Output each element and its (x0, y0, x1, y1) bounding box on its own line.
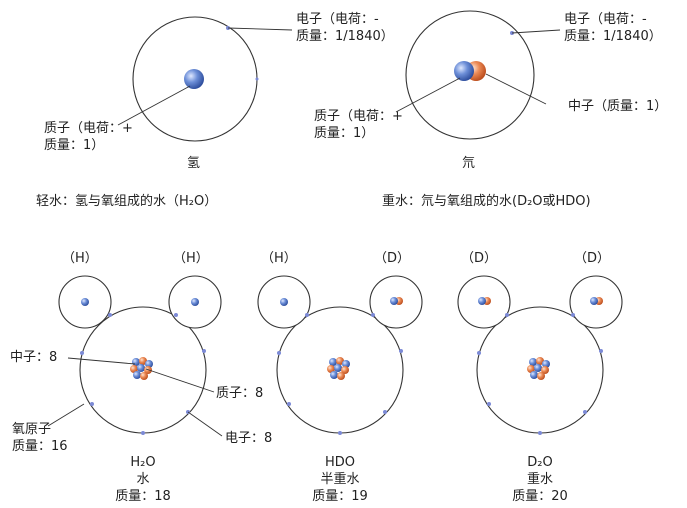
electron-pointer (187, 411, 223, 437)
left-proton (478, 297, 486, 305)
proton-charge-text: 质子（电荷：+ (44, 121, 133, 136)
oxygen-neutron-label: 中子：8 (10, 350, 58, 365)
deuterium-atom (395, 10, 561, 140)
molecule-mass: 质量：18 (115, 489, 171, 504)
electron (383, 410, 387, 414)
molecule-mass: 质量：20 (512, 489, 568, 504)
molecule-formula: HDO (324, 455, 356, 470)
electron (141, 431, 145, 435)
hydrogen-electron-label: 电子（电荷：- 质量：1/1840） (296, 11, 394, 45)
electron (108, 313, 112, 317)
deuterium-electron-pointer (511, 29, 561, 34)
electron (505, 313, 509, 317)
oxygen-nucleus (327, 357, 350, 380)
hydrogen-proton-label: 质子（电荷：+ 质量：1） (44, 120, 133, 154)
oxygen-atom-pointer (47, 403, 85, 427)
oxygen-atom-name: 氧原子 (12, 422, 52, 437)
electron (277, 351, 281, 355)
electron (287, 402, 291, 406)
molecule-1-right-atom-label: （H） (173, 251, 209, 266)
electron (90, 402, 94, 406)
molecule-3-caption: D₂O 重水 质量：20 (500, 454, 580, 505)
molecule-1-left-atom-label: （H） (62, 251, 98, 266)
deuterium-proton (454, 61, 474, 81)
molecule-mass: 质量：19 (312, 489, 368, 504)
left-proton (280, 298, 288, 306)
molecule-formula: D₂O (527, 455, 553, 470)
hydrogen-atom (117, 16, 293, 142)
electron (80, 351, 84, 355)
oxygen-electron-label: 电子：8 (225, 431, 273, 446)
proton-mass-text: 质量：1） (44, 138, 105, 153)
molecule-name: 半重水 (320, 472, 360, 487)
electron-charge-text: 电子（电荷：- (296, 12, 379, 27)
deuterium-neutron-label: 中子（质量：1） (568, 99, 668, 114)
electron (371, 313, 375, 317)
hydrogen-name: 氢 (187, 156, 201, 171)
molecule-2-caption: HDO 半重水 质量：19 (300, 454, 380, 505)
electron (305, 313, 309, 317)
right-proton (390, 297, 398, 305)
electron (338, 431, 342, 435)
deuterium-electron-label: 电子（电荷：- 质量：1/1840） (564, 11, 662, 45)
electron (477, 351, 481, 355)
right-proton (191, 298, 199, 306)
oxygen-atom-label: 氧原子 质量：16 (12, 421, 68, 455)
heavy-water-caption: 重水：氘与氧组成的水(D₂O或HDO) (382, 194, 591, 209)
electron-mass-text: 质量：1/1840） (296, 29, 394, 44)
electron (202, 349, 206, 353)
molecule-d2o (457, 275, 623, 435)
molecule-formula: H₂O (130, 455, 156, 470)
hydrogen-proton-pointer (117, 85, 191, 126)
proton-pointer (145, 368, 215, 393)
molecule-2-left-atom-label: （H） (261, 251, 297, 266)
hydrogen-proton (184, 69, 204, 89)
electron-mass-text: 质量：1/1840） (564, 29, 662, 44)
left-proton (81, 298, 89, 306)
oxygen-proton-label: 质子：8 (216, 386, 264, 401)
electron-charge-text: 电子（电荷：- (564, 12, 647, 27)
molecule-3-left-atom-label: （D） (461, 251, 498, 266)
oxygen-nucleus (130, 357, 153, 380)
orbit-tick (255, 77, 259, 81)
deuterium-proton-pointer (395, 77, 461, 113)
molecule-2-right-atom-label: （D） (374, 251, 411, 266)
electron (599, 349, 603, 353)
deuterium-orbit (405, 10, 535, 140)
proton-charge-text: 质子（电荷：+ (314, 109, 403, 124)
molecule-1-caption: H₂O 水 质量：18 (103, 454, 183, 505)
oxygen-nucleus (527, 357, 550, 380)
deuterium-proton-label: 质子（电荷：+ 质量：1） (314, 108, 403, 142)
molecule-name: 水 (136, 472, 150, 487)
molecule-h2o (47, 275, 223, 437)
electron (174, 313, 178, 317)
deuterium-name: 氘 (462, 156, 476, 171)
light-water-caption: 轻水：氢与氧组成的水（H₂O） (36, 194, 218, 209)
molecule-name: 重水 (526, 472, 553, 487)
deuterium-neutron-pointer (485, 73, 547, 105)
neutron-pointer (67, 357, 136, 365)
proton-mass-text: 质量：1） (314, 126, 375, 141)
electron (487, 402, 491, 406)
electron (399, 349, 403, 353)
oxygen-atom-mass: 质量：16 (12, 439, 68, 454)
right-proton (590, 297, 598, 305)
molecule-3-right-atom-label: （D） (574, 251, 611, 266)
molecule-hdo (257, 275, 423, 435)
electron (538, 431, 542, 435)
electron (583, 410, 587, 414)
electron (571, 313, 575, 317)
hydrogen-electron-pointer (227, 27, 293, 31)
